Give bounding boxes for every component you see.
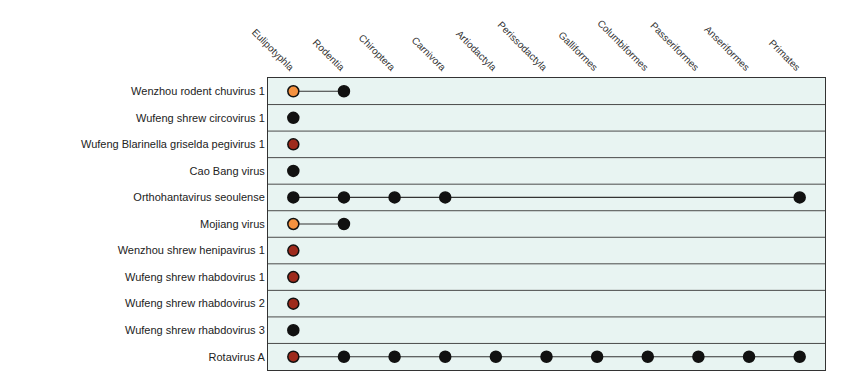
svg-text:Wenzhou rodent chuvirus 1: Wenzhou rodent chuvirus 1: [131, 85, 265, 97]
svg-text:Rodentia: Rodentia: [311, 37, 347, 73]
svg-text:Artiodactyla: Artiodactyla: [454, 28, 499, 73]
svg-text:Columbiformes: Columbiformes: [595, 18, 650, 73]
svg-text:Rotavirus A: Rotavirus A: [209, 351, 266, 363]
svg-text:Galliformes: Galliformes: [556, 29, 600, 73]
svg-text:Perissodactyla: Perissodactyla: [496, 19, 550, 73]
svg-text:Carnivora: Carnivora: [410, 35, 449, 74]
svg-text:Mojiang virus: Mojiang virus: [200, 218, 265, 230]
svg-text:Eulipotyphla: Eulipotyphla: [250, 27, 297, 74]
svg-text:Wufeng shrew rhabdovirus 3: Wufeng shrew rhabdovirus 3: [125, 324, 265, 336]
svg-text:Wufeng shrew circovirus 1: Wufeng shrew circovirus 1: [136, 112, 265, 124]
svg-text:Wenzhou shrew henipavirus 1: Wenzhou shrew henipavirus 1: [118, 244, 265, 256]
svg-text:Cao Bang virus: Cao Bang virus: [190, 165, 266, 177]
svg-text:Anseriformes: Anseriformes: [702, 24, 751, 73]
svg-text:Wufeng Blarinella griselda peg: Wufeng Blarinella griselda pegivirus 1: [81, 138, 265, 150]
svg-text:Orthohantavirus seoulense: Orthohantavirus seoulense: [133, 191, 264, 203]
svg-text:Wufeng shrew rhabdovirus 2: Wufeng shrew rhabdovirus 2: [125, 297, 265, 309]
svg-text:Chiroptera: Chiroptera: [357, 32, 398, 73]
svg-text:Primates: Primates: [767, 37, 803, 73]
svg-text:Wufeng shrew rhabdovirus 1: Wufeng shrew rhabdovirus 1: [125, 271, 265, 283]
svg-text:Passeriformes: Passeriformes: [648, 20, 701, 73]
